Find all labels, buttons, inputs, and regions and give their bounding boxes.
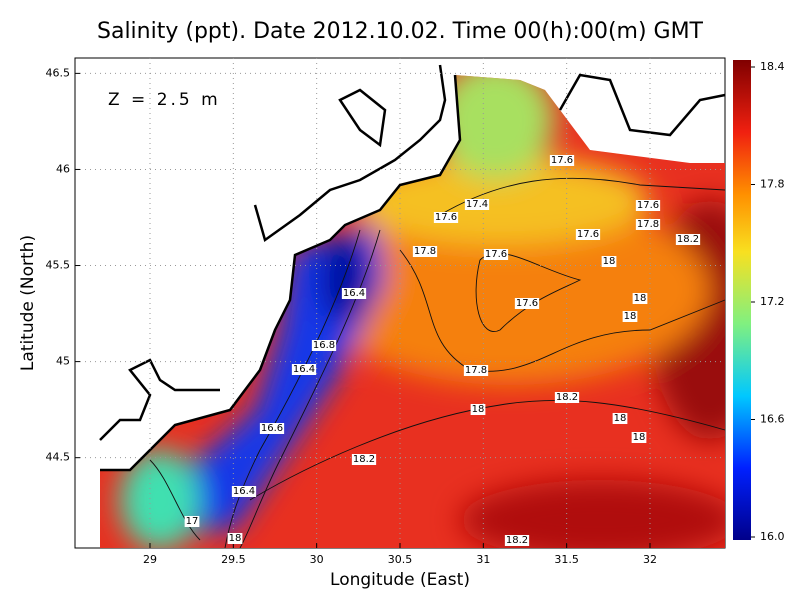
contour-label: 17.8 — [465, 365, 487, 376]
y-tick-label: 46.5 — [46, 66, 71, 79]
grid — [75, 58, 725, 548]
contour-label: 17.4 — [466, 199, 488, 210]
isolines — [149, 177, 726, 549]
contour-label: 18 — [603, 256, 616, 267]
x-tick-label: 31 — [476, 553, 490, 566]
colorbar-tick-label: 16.0 — [760, 530, 785, 543]
contour-label: 18 — [633, 432, 646, 443]
coastline — [99, 64, 726, 472]
contour-label-box — [675, 234, 701, 245]
contour-label: 18.2 — [677, 234, 699, 245]
x-tick-label: 30.5 — [388, 553, 413, 566]
contour-label: 17.6 — [637, 200, 659, 211]
chart-title: Salinity (ppt). Date 2012.10.02. Time 00… — [97, 19, 704, 44]
colorbar — [733, 60, 751, 540]
contour-label: 17.6 — [485, 249, 507, 260]
contour-label-box — [549, 155, 575, 166]
x-tick-label: 31.5 — [554, 553, 579, 566]
contour-label-box — [622, 311, 638, 322]
contour-label-box — [231, 486, 257, 497]
ticks: 29 29.5 30 30.5 31 31.5 32 44.5 45 45.5 46 46.5 16.0… — [46, 60, 785, 566]
contour-label-box — [635, 219, 661, 230]
contour-label-box — [433, 212, 459, 223]
contour-label-box — [184, 516, 200, 527]
y-tick-label: 46 — [56, 162, 70, 175]
contour-label-box — [464, 199, 490, 210]
contour-label-box — [311, 340, 337, 351]
y-axis-label: Latitude (North) — [18, 235, 38, 371]
x-tick-label: 32 — [643, 553, 657, 566]
x-axis-label: Longitude (East) — [330, 570, 470, 590]
contour-label-box — [504, 535, 530, 546]
colorbar-tick-label: 17.8 — [760, 178, 785, 191]
depth-annotation: Z = 2.5 m — [108, 90, 221, 110]
contour-label-box — [470, 404, 486, 415]
contour-label: 17.6 — [516, 298, 538, 309]
contour-label-box — [259, 423, 285, 434]
contour-label-box — [483, 249, 509, 260]
contour-label: 17.8 — [637, 219, 659, 230]
contour-label: 17.8 — [414, 246, 436, 257]
colorbar-tick-label: 18.4 — [760, 60, 785, 73]
colorbar-tick-label: 16.6 — [760, 413, 785, 426]
contour-label-box — [291, 364, 317, 375]
contour-label-box — [227, 533, 243, 544]
contour-label: 16.4 — [293, 364, 315, 375]
y-tick-label: 44.5 — [46, 451, 71, 464]
contour-label: 17.6 — [551, 155, 573, 166]
x-tick-label: 29.5 — [221, 553, 246, 566]
x-tick-label: 30 — [310, 553, 324, 566]
contour-label: 18 — [229, 533, 242, 544]
contour-labels: 17.6 17.4 17.6 17.6 17.6 17.8 18.2 17.8 17.6 18 16… — [184, 155, 701, 546]
contour-label: 16.6 — [261, 423, 283, 434]
contour-label: 18 — [472, 404, 485, 415]
contour-label: 16.4 — [343, 288, 365, 299]
contour-label-box — [632, 293, 648, 304]
colorbar-tick-label: 17.2 — [760, 295, 785, 308]
contour-label-box — [631, 432, 647, 443]
y-tick-label: 45.5 — [46, 259, 71, 272]
contour-label: 18.2 — [353, 454, 375, 465]
contour-label-box — [463, 365, 489, 376]
contour-label-box — [575, 229, 601, 240]
contour-label-box — [514, 298, 540, 309]
contour-label: 17 — [186, 516, 199, 527]
contour-label-box — [554, 392, 580, 403]
y-tick-label: 45 — [56, 355, 70, 368]
contour-label: 16.8 — [313, 340, 335, 351]
contour-label: 17.6 — [577, 229, 599, 240]
contour-label-box — [635, 200, 661, 211]
contour-label-box — [601, 256, 617, 267]
contour-label-box — [341, 288, 367, 299]
contour-label: 18.2 — [506, 535, 528, 546]
contour-label: 17.6 — [435, 212, 457, 223]
contour-label-box — [612, 413, 628, 424]
contour-label: 18 — [634, 293, 647, 304]
contour-label: 18.2 — [556, 392, 578, 403]
contour-label: 18 — [614, 413, 627, 424]
x-tick-label: 29 — [143, 553, 157, 566]
contour-label-box — [351, 454, 377, 465]
contour-label: 16.4 — [233, 486, 255, 497]
contour-label-box — [412, 246, 438, 257]
contour-label: 18 — [624, 311, 637, 322]
